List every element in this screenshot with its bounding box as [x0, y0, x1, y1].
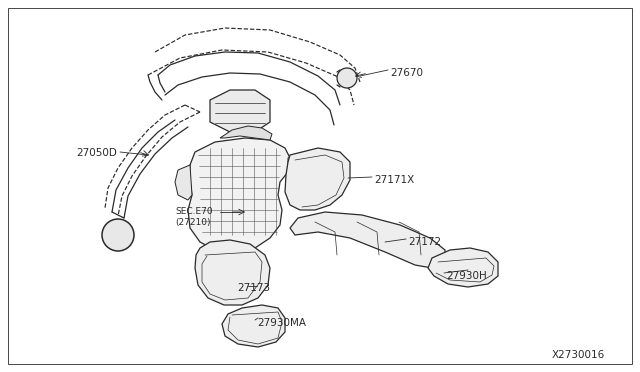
Text: 27930H: 27930H: [446, 271, 487, 281]
Text: 27670: 27670: [390, 68, 423, 78]
Text: SEC.E70: SEC.E70: [175, 207, 212, 216]
Polygon shape: [288, 153, 322, 188]
Polygon shape: [195, 240, 270, 305]
Polygon shape: [188, 138, 290, 252]
Text: X2730016: X2730016: [552, 350, 605, 360]
Text: 27173: 27173: [237, 283, 270, 293]
Polygon shape: [285, 148, 350, 210]
Polygon shape: [210, 90, 270, 132]
Text: 27930MA: 27930MA: [257, 318, 306, 328]
Text: 27171X: 27171X: [374, 175, 414, 185]
Polygon shape: [428, 248, 498, 287]
Polygon shape: [220, 126, 272, 140]
Circle shape: [102, 219, 134, 251]
Text: (27210): (27210): [175, 218, 211, 227]
Polygon shape: [222, 305, 285, 347]
Text: 27050D: 27050D: [76, 148, 117, 158]
Polygon shape: [290, 212, 445, 268]
Text: 27172: 27172: [408, 237, 441, 247]
Circle shape: [337, 68, 357, 88]
Polygon shape: [175, 165, 192, 200]
